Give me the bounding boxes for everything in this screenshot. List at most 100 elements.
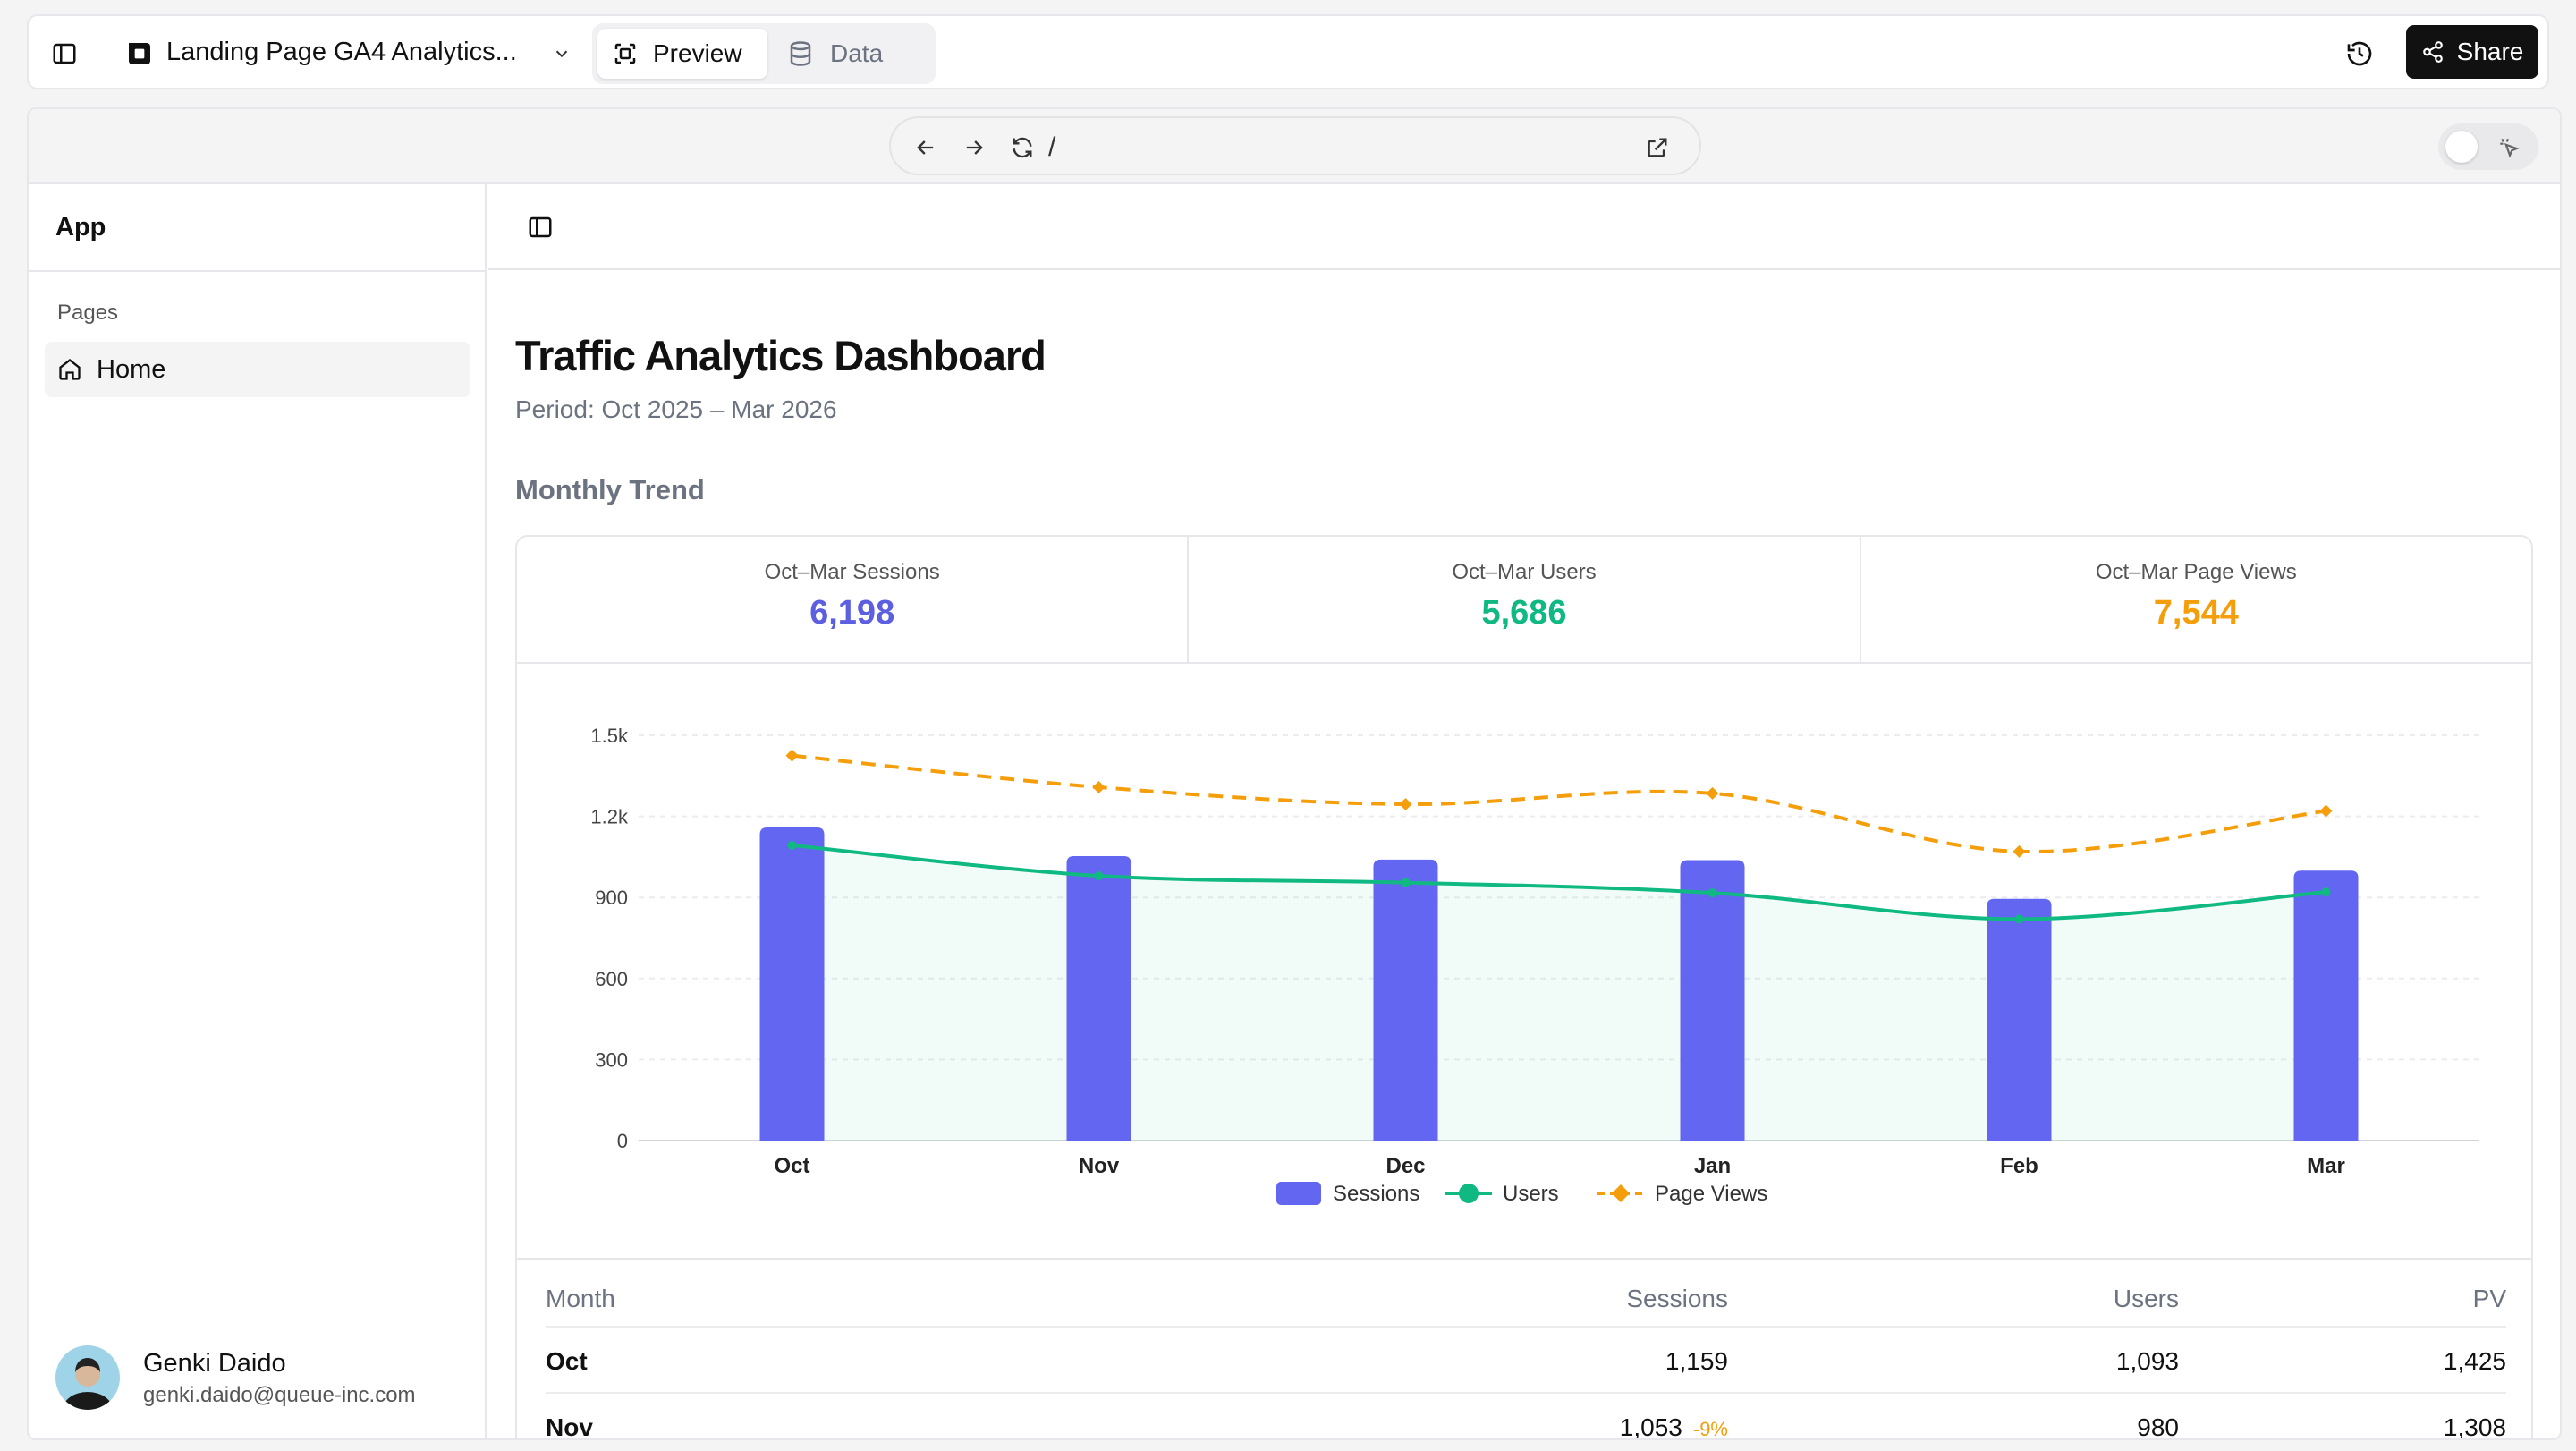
main-sidebar-toggle-button[interactable] (524, 211, 556, 243)
stat-users: Oct–Mar Users 5,686 (1189, 537, 1861, 662)
scan-icon (614, 43, 636, 64)
page-views-point (1092, 780, 1106, 793)
x-tick-label: Oct (774, 1154, 809, 1178)
col-users[interactable]: Users (2113, 1285, 2179, 1312)
project-menu-button[interactable] (547, 39, 576, 68)
reload-button[interactable] (1007, 132, 1038, 163)
sidebar-item-label: Home (97, 354, 166, 384)
legend-users-marker (1459, 1184, 1479, 1203)
sidebar-icon (53, 43, 76, 64)
legend-users-label: Users (1503, 1182, 1559, 1206)
sidebar-icon (529, 216, 552, 238)
stat-value: 5,686 (1481, 594, 1567, 632)
share-icon (2422, 41, 2443, 63)
reload-icon (1013, 137, 1032, 158)
users-area (792, 844, 2326, 1141)
database-icon (790, 41, 811, 66)
inspect-toggle[interactable] (2438, 123, 2538, 170)
forward-button[interactable] (959, 132, 989, 163)
y-tick-label: 300 (595, 1048, 628, 1071)
x-tick-label: Dec (1385, 1154, 1425, 1178)
cell-month: Oct (546, 1347, 588, 1375)
table-row: Oct 1,159 1,093 1,425 (546, 1328, 2506, 1394)
users-point (2014, 914, 2024, 924)
back-button[interactable] (911, 132, 941, 163)
page-title: Traffic Analytics Dashboard (515, 332, 1046, 379)
app-title: App (55, 213, 106, 242)
share-label: Share (2456, 38, 2524, 65)
users-point (1401, 878, 1411, 887)
share-button[interactable]: Share (2406, 25, 2538, 79)
chart-area: 0 300 600 900 1.2k 1.5k Oct Nov Dec Jan Feb Mar Sess… (517, 664, 2531, 1260)
preview-frame: / App Pages Home (27, 107, 2562, 1440)
legend-page-views-label: Page Views (1655, 1182, 1767, 1206)
users-point (2321, 887, 2331, 897)
url-path[interactable]: / (1048, 132, 1056, 162)
arrow-right-icon (966, 140, 983, 155)
user-profile[interactable]: Genki Daido genki.daido@queue-inc.com (55, 1342, 467, 1413)
col-pv[interactable]: PV (2472, 1285, 2506, 1312)
history-button[interactable] (2340, 34, 2379, 73)
sessions-bar (2293, 870, 2359, 1141)
col-sessions[interactable]: Sessions (1626, 1285, 1728, 1312)
tab-preview[interactable]: Preview (597, 29, 767, 79)
project-title[interactable]: Landing Page GA4 Analytics... (166, 38, 517, 66)
stat-label: Oct–Mar Sessions (764, 560, 940, 584)
cell-users: 1,093 (2115, 1347, 2179, 1375)
trend-card: Oct–Mar Sessions 6,198 Oct–Mar Users 5,6… (515, 535, 2533, 1440)
top-toolbar: Landing Page GA4 Analytics... Preview Da… (27, 14, 2549, 89)
y-tick-label: 1.2k (590, 806, 629, 828)
users-line (792, 843, 2326, 921)
x-tick-label: Mar (2307, 1154, 2345, 1178)
page-views-point (1706, 786, 1719, 800)
stat-label: Oct–Mar Users (1452, 560, 1597, 584)
y-tick-label: 1.5k (590, 725, 629, 747)
x-tick-label: Nov (1079, 1154, 1120, 1178)
browser-toolbar: / (29, 109, 2560, 184)
url-bar: / (889, 116, 1701, 175)
cell-pv: 1,425 (2443, 1347, 2506, 1375)
page-views-point (2319, 804, 2333, 818)
sidebar-item-home[interactable]: Home (45, 342, 470, 397)
monthly-trend-chart: 0 300 600 900 1.2k 1.5k Oct Nov Dec Jan Feb Mar Sess… (590, 725, 2479, 1206)
chevron-down-icon (555, 50, 568, 58)
stats-row: Oct–Mar Sessions 6,198 Oct–Mar Users 5,6… (517, 537, 2531, 664)
x-tick-label: Jan (1694, 1154, 1731, 1178)
sessions-delta: -9% (1692, 1418, 1728, 1440)
main-content: Traffic Analytics Dashboard Period: Oct … (488, 184, 2560, 1440)
cell-month: Nov (546, 1413, 593, 1440)
section-title: Monthly Trend (515, 474, 705, 505)
table-header: Month Sessions Users PV (546, 1261, 2506, 1328)
sessions-value: 1,159 (1665, 1347, 1728, 1375)
tab-data-label: Data (830, 39, 884, 67)
user-name: Genki Daido (143, 1349, 286, 1378)
y-tick-label: 0 (617, 1130, 628, 1152)
sessions-bar (1066, 855, 1131, 1141)
table-row: Nov 1,053 -9% 980 1,308 (546, 1394, 2506, 1440)
users-point (1707, 888, 1717, 898)
legend-page-views-marker (1612, 1184, 1630, 1202)
page-views-line (792, 753, 2326, 854)
sessions-bar (1373, 859, 1438, 1141)
page-views-point (1399, 798, 1412, 811)
col-month[interactable]: Month (546, 1285, 615, 1312)
main-header (488, 184, 2560, 270)
toggle-knob (2445, 131, 2478, 163)
sessions-bar (1680, 860, 1745, 1141)
history-icon (2347, 41, 2372, 66)
divider (29, 270, 485, 272)
y-tick-label: 900 (595, 887, 628, 909)
pointer-click-icon (2496, 134, 2522, 161)
sidebar-toggle-button[interactable] (45, 34, 84, 73)
page-views-point (785, 749, 799, 762)
user-email: genki.daido@queue-inc.com (143, 1383, 416, 1407)
period-subtitle: Period: Oct 2025 – Mar 2026 (515, 395, 837, 423)
open-external-button[interactable] (1642, 132, 1673, 163)
arrow-left-icon (917, 140, 934, 155)
pages-section-label: Pages (57, 301, 119, 325)
cell-sessions: 1,159 (1665, 1347, 1728, 1376)
view-switcher: Preview Data (592, 23, 936, 84)
tab-data[interactable]: Data (780, 29, 923, 79)
cell-users: 980 (2137, 1413, 2179, 1440)
stat-value: 7,544 (2153, 594, 2239, 632)
